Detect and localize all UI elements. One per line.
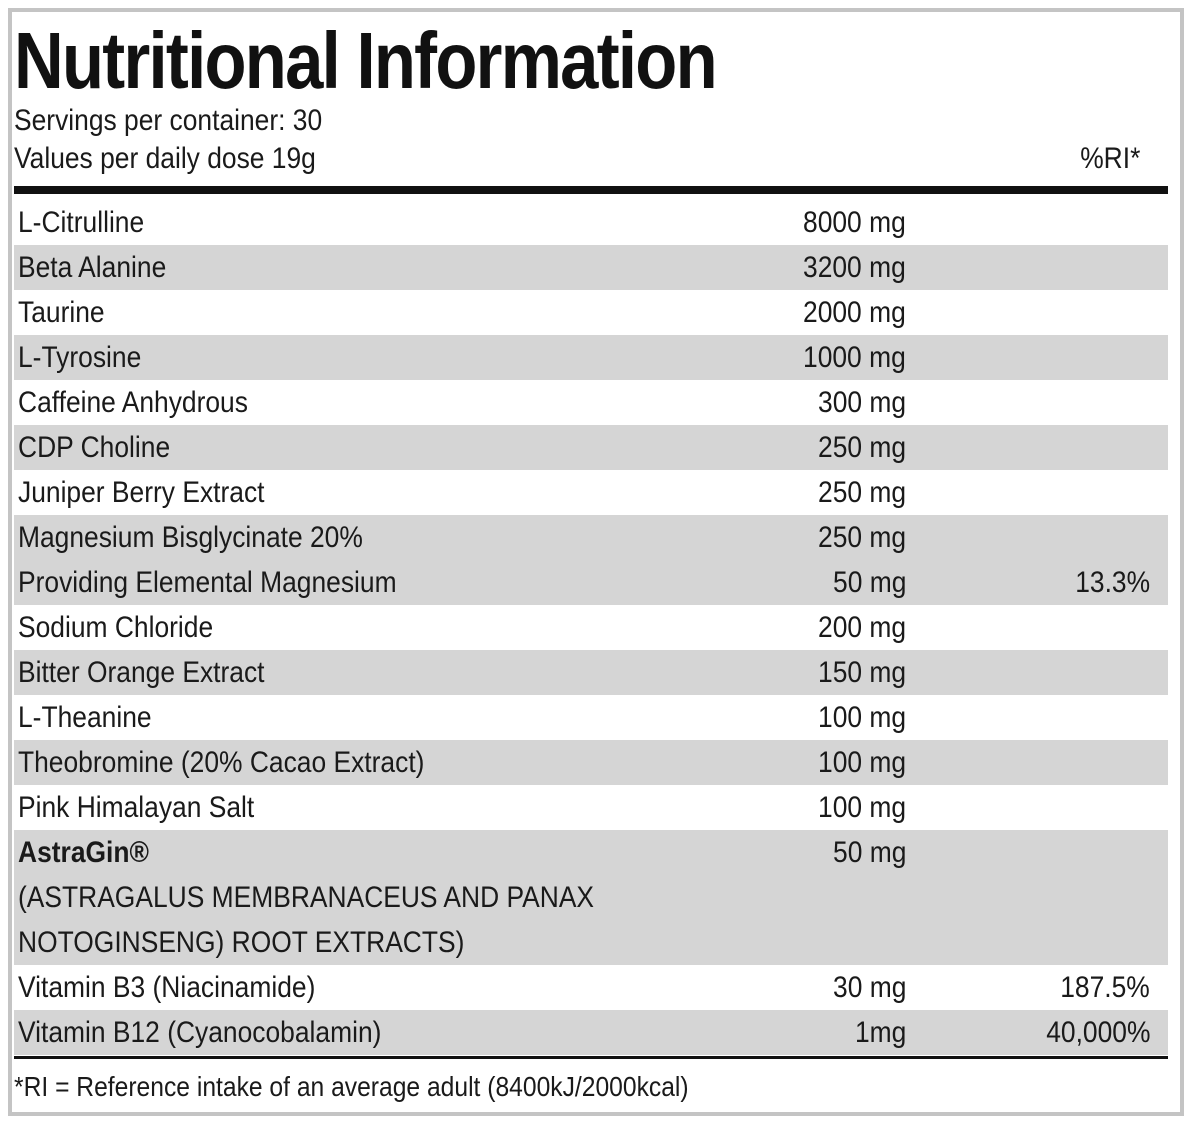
table-row: Pink Himalayan Salt 100 mg xyxy=(14,785,1168,830)
table-row: Bitter Orange Extract 150 mg xyxy=(14,650,1168,695)
nutrient-amount: 250 mg xyxy=(817,476,906,509)
table-row: L-Citrulline 8000 mg xyxy=(14,200,1168,245)
table-row: Taurine 2000 mg xyxy=(14,290,1168,335)
table-row: AstraGin® (ASTRAGALUS MEMBRANACEUS AND PA… xyxy=(14,830,1168,965)
table-row: Vitamin B12 (Cyanocobalamin) 1mg 40,000% xyxy=(14,1010,1168,1055)
table-row: Juniper Berry Extract 250 mg xyxy=(14,470,1168,515)
nutrient-amount: 150 mg xyxy=(817,656,906,689)
nutrient-amount: 50 mg xyxy=(832,836,906,869)
ri-column-header: %RI* xyxy=(1079,142,1140,175)
nutrient-description-line: NOTOGINSENG) ROOT EXTRACTS) xyxy=(18,926,465,959)
table-row: L-Theanine 100 mg xyxy=(14,695,1168,740)
nutrient-amount: 300 mg xyxy=(817,386,906,419)
footer-divider xyxy=(14,1056,1168,1059)
nutrient-name: AstraGin® (ASTRAGALUS MEMBRANACEUS AND PA… xyxy=(18,830,594,965)
nutrient-table: L-Citrulline 8000 mg Beta Alanine 3200 mg Ta… xyxy=(14,200,1168,1055)
nutrient-amount: 100 mg xyxy=(817,791,906,824)
nutrient-description-line: (ASTRAGALUS MEMBRANACEUS AND PANAX xyxy=(18,881,595,914)
table-row: L-Tyrosine 1000 mg xyxy=(14,335,1168,380)
table-row: Sodium Chloride 200 mg xyxy=(14,605,1168,650)
nutrient-ri: 187.5% xyxy=(1060,971,1150,1004)
table-row: Beta Alanine 3200 mg xyxy=(14,245,1168,290)
table-row: Vitamin B3 (Niacinamide) 30 mg 187.5% xyxy=(14,965,1168,1010)
nutrient-name: Bitter Orange Extract xyxy=(18,656,265,689)
nutrient-amount: 100 mg xyxy=(817,701,906,734)
nutrient-name: Pink Himalayan Salt xyxy=(18,791,255,824)
nutrient-name: L-Citrulline xyxy=(18,206,145,239)
nutrient-name: Providing Elemental Magnesium xyxy=(18,566,397,599)
nutrient-name: Theobromine (20% Cacao Extract) xyxy=(18,746,425,779)
nutrient-name: Magnesium Bisglycinate 20% xyxy=(18,521,363,554)
footnote: *RI = Reference intake of an average adu… xyxy=(14,1071,689,1102)
table-row: Caffeine Anhydrous 300 mg xyxy=(14,380,1168,425)
header-divider xyxy=(14,186,1168,194)
nutrient-amount: 8000 mg xyxy=(803,206,906,239)
table-row: Theobromine (20% Cacao Extract) 100 mg xyxy=(14,740,1168,785)
table-row: Magnesium Bisglycinate 20% 250 mg xyxy=(14,515,1168,560)
nutrient-amount: 200 mg xyxy=(817,611,906,644)
nutrient-name: L-Theanine xyxy=(18,701,152,734)
nutrient-name: Sodium Chloride xyxy=(18,611,214,644)
nutrient-ri: 13.3% xyxy=(1075,566,1150,599)
nutrient-name: Caffeine Anhydrous xyxy=(18,386,248,419)
nutrient-amount: 50 mg xyxy=(832,566,906,599)
nutrient-ri: 40,000% xyxy=(1045,1016,1150,1049)
nutrient-amount: 3200 mg xyxy=(803,251,906,284)
nutrient-amount: 100 mg xyxy=(817,746,906,779)
nutrient-name: Beta Alanine xyxy=(18,251,167,284)
nutrient-name: Juniper Berry Extract xyxy=(18,476,265,509)
nutrient-amount: 1000 mg xyxy=(803,341,906,374)
table-row: CDP Choline 250 mg xyxy=(14,425,1168,470)
nutrient-name: CDP Choline xyxy=(18,431,171,464)
nutrient-amount: 30 mg xyxy=(832,971,906,1004)
nutrient-amount: 1mg xyxy=(854,1016,906,1049)
nutrient-amount: 2000 mg xyxy=(803,296,906,329)
nutrient-brand-name: AstraGin® xyxy=(18,836,149,869)
nutrient-name: L-Tyrosine xyxy=(18,341,142,374)
nutrient-amount: 250 mg xyxy=(817,521,906,554)
servings-text: Servings per container: 30 xyxy=(14,104,323,137)
nutrient-name: Vitamin B12 (Cyanocobalamin) xyxy=(18,1016,382,1049)
nutrient-amount: 250 mg xyxy=(817,431,906,464)
nutrient-name: Vitamin B3 (Niacinamide) xyxy=(18,971,316,1004)
nutrient-name: Taurine xyxy=(18,296,105,329)
dose-text: Values per daily dose 19g xyxy=(14,142,316,175)
page-title: Nutritional Information xyxy=(14,16,718,105)
table-row: Providing Elemental Magnesium 50 mg 13.3% xyxy=(14,560,1168,605)
